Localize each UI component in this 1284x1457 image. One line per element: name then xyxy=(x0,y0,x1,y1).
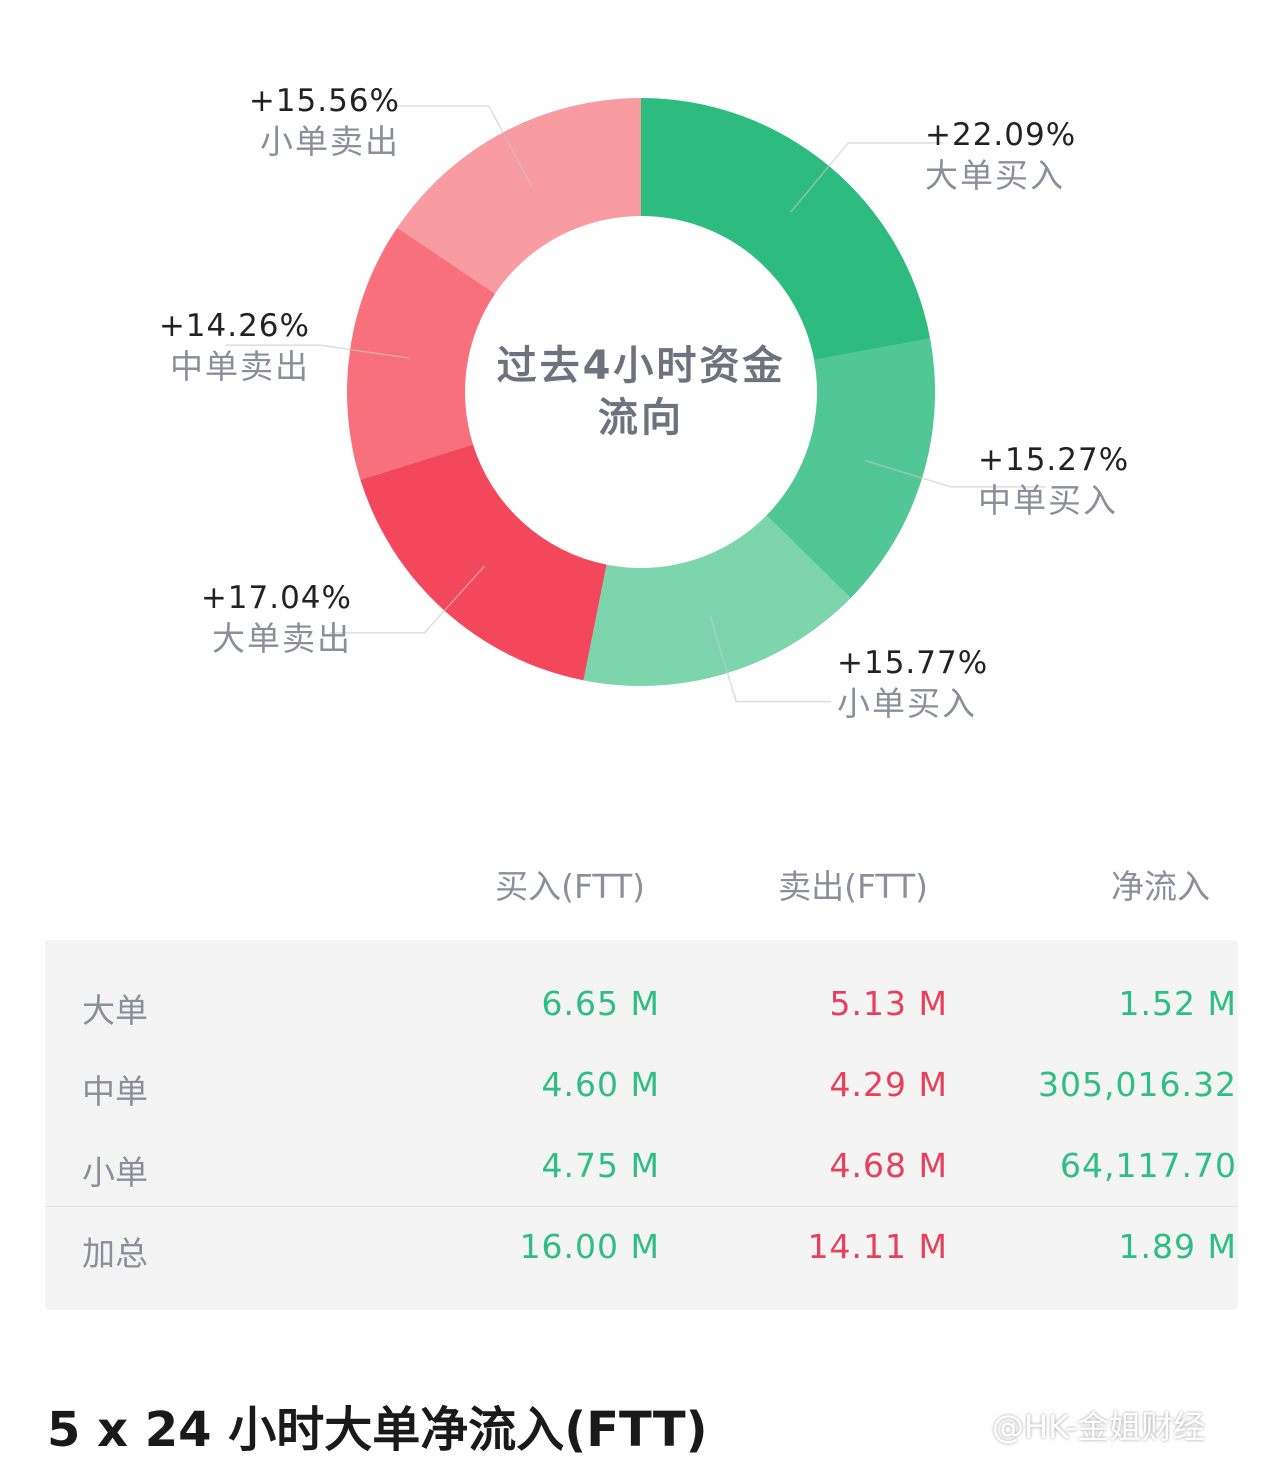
watermark: @HK-金姐财经 xyxy=(992,1408,1206,1446)
label-small-buy: +15.77% 小单买入 xyxy=(837,644,988,724)
slice-percent: +15.56% xyxy=(248,83,400,119)
label-large-sell: +17.04% 大单卖出 xyxy=(200,579,352,659)
label-medium-buy: +15.27% 中单买入 xyxy=(978,441,1129,521)
sell-value: 14.11 M xyxy=(807,1227,948,1266)
label-large-buy: +22.09% 大单买入 xyxy=(925,116,1076,196)
table-row: 小单 4.75 M 4.68 M 64,117.70 xyxy=(45,1146,1238,1206)
table-row: 中单 4.60 M 4.29 M 305,016.32 xyxy=(45,1065,1238,1125)
slice-name: 中单卖出 xyxy=(170,346,310,386)
sell-value: 4.68 M xyxy=(829,1146,948,1185)
donut-slice xyxy=(641,98,931,361)
table-row: 大单 6.65 M 5.13 M 1.52 M xyxy=(45,984,1238,1044)
header-buy: 买入(FTT) xyxy=(495,867,645,906)
slice-percent: +14.26% xyxy=(158,308,310,344)
row-label: 加总 xyxy=(82,1234,148,1273)
leader-line xyxy=(790,142,944,213)
table-row-total: 加总 16.00 M 14.11 M 1.89 M xyxy=(45,1227,1238,1287)
donut-slice xyxy=(583,515,851,686)
donut-slice xyxy=(360,444,607,681)
sell-value: 4.29 M xyxy=(829,1065,948,1104)
label-medium-sell: +14.26% 中单卖出 xyxy=(158,307,310,387)
donut-slice xyxy=(347,227,496,480)
row-label: 中单 xyxy=(82,1072,148,1111)
header-sell: 卖出(FTT) xyxy=(778,867,928,906)
donut-chart xyxy=(225,98,1046,703)
leader-line xyxy=(864,459,1046,488)
net-value: 305,016.32 xyxy=(1038,1065,1237,1104)
leader-line xyxy=(225,344,410,359)
slice-name: 小单买入 xyxy=(837,683,977,723)
label-small-sell: +15.56% 小单卖出 xyxy=(248,82,400,162)
buy-value: 6.65 M xyxy=(541,984,660,1023)
buy-value: 4.60 M xyxy=(541,1065,660,1104)
section-title: 5 x 24 小时大单净流入(FTT) xyxy=(47,1402,708,1457)
table-divider xyxy=(45,1206,1238,1207)
slice-percent: +15.77% xyxy=(837,645,989,681)
leader-line xyxy=(709,615,832,703)
slice-name: 大单买入 xyxy=(925,155,1065,195)
header-net: 净流入 xyxy=(1111,867,1210,906)
slice-percent: +15.27% xyxy=(978,442,1130,478)
net-value: 64,117.70 xyxy=(1060,1146,1237,1185)
row-label: 小单 xyxy=(82,1153,148,1192)
slice-name: 中单买入 xyxy=(978,480,1118,520)
donut-slice xyxy=(766,338,935,599)
sell-value: 5.13 M xyxy=(829,984,948,1023)
row-label: 大单 xyxy=(82,991,148,1030)
net-value: 1.52 M xyxy=(1118,984,1237,1023)
donut-center-title: 过去4小时资金流向 xyxy=(496,343,786,441)
buy-value: 16.00 M xyxy=(519,1227,660,1266)
slice-percent: +22.09% xyxy=(925,117,1077,153)
net-value: 1.89 M xyxy=(1118,1227,1237,1266)
slice-percent: +17.04% xyxy=(200,580,352,616)
slice-name: 小单卖出 xyxy=(260,121,400,161)
donut-slice xyxy=(397,98,641,294)
leader-line xyxy=(329,565,486,634)
flow-table: 大单 6.65 M 5.13 M 1.52 M 中单 4.60 M 4.29 M… xyxy=(45,940,1238,1310)
buy-value: 4.75 M xyxy=(541,1146,660,1185)
leader-line xyxy=(393,105,532,186)
slice-name: 大单卖出 xyxy=(212,618,352,658)
